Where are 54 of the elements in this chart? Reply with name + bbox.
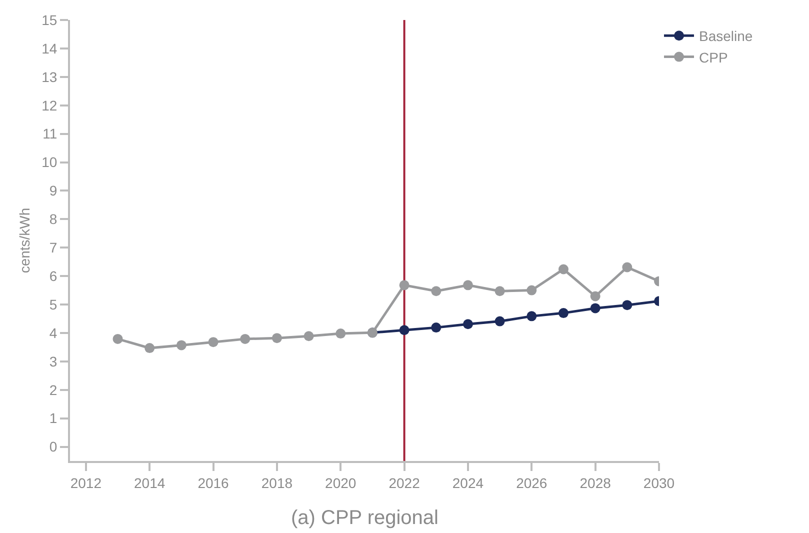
- point: [494, 316, 505, 326]
- point: [590, 303, 600, 314]
- point: [272, 333, 282, 344]
- point: [526, 311, 537, 322]
- y-tick-label: 11: [42, 126, 58, 142]
- point: [144, 343, 155, 354]
- y-tick-label: 3: [49, 353, 58, 370]
- x-tick-label: 2030: [643, 474, 675, 491]
- point: [526, 285, 537, 296]
- point: [176, 340, 186, 350]
- point: [240, 334, 250, 344]
- point: [431, 286, 442, 296]
- y-tick-label: 14: [42, 40, 58, 56]
- x-tick-label: 2012: [70, 474, 102, 491]
- legend-label: CPP: [699, 49, 728, 66]
- x-tick-label: 2014: [134, 474, 166, 491]
- y-tick-label: 6: [49, 268, 58, 284]
- point: [558, 264, 568, 274]
- y-tick-label: 5: [49, 296, 58, 312]
- point: [590, 291, 600, 302]
- x-tick-label: 2020: [325, 474, 356, 491]
- x-tick-label: 2022: [388, 474, 420, 491]
- y-tick-label: 12: [42, 97, 58, 114]
- x-tick-label: 2018: [261, 474, 293, 491]
- y-tick-label: 13: [42, 68, 58, 85]
- x-tick-label: 2026: [516, 474, 548, 491]
- x-tick-label: 2024: [452, 474, 484, 491]
- point: [399, 280, 410, 290]
- y-tick-label: 9: [49, 182, 58, 199]
- y-tick-label: 15: [42, 12, 58, 28]
- y-tick-label: 1: [49, 410, 58, 426]
- point: [622, 262, 632, 272]
- y-tick-label: 8: [49, 211, 58, 228]
- point: [431, 322, 442, 333]
- y-tick-label: 10: [42, 154, 58, 170]
- point: [494, 286, 505, 296]
- point: [622, 300, 632, 310]
- x-tick-label: 2028: [580, 474, 612, 491]
- point: [112, 334, 123, 344]
- x-tick-label: 2016: [198, 474, 230, 491]
- point: [336, 328, 346, 339]
- point: [558, 308, 568, 318]
- point: [462, 280, 473, 290]
- y-tick-label: 0: [49, 438, 58, 455]
- text: (a) CPP regional: [291, 507, 438, 529]
- point: [462, 319, 473, 330]
- point: [399, 325, 410, 336]
- y-tick-label: 2: [49, 382, 58, 398]
- y-tick-label: 4: [49, 324, 58, 341]
- legend-label: Baseline: [699, 28, 753, 44]
- y-tick-label: 7: [49, 240, 58, 256]
- y-axis-title: cents/kWh: [16, 208, 33, 274]
- point: [304, 331, 314, 342]
- point: [208, 337, 218, 348]
